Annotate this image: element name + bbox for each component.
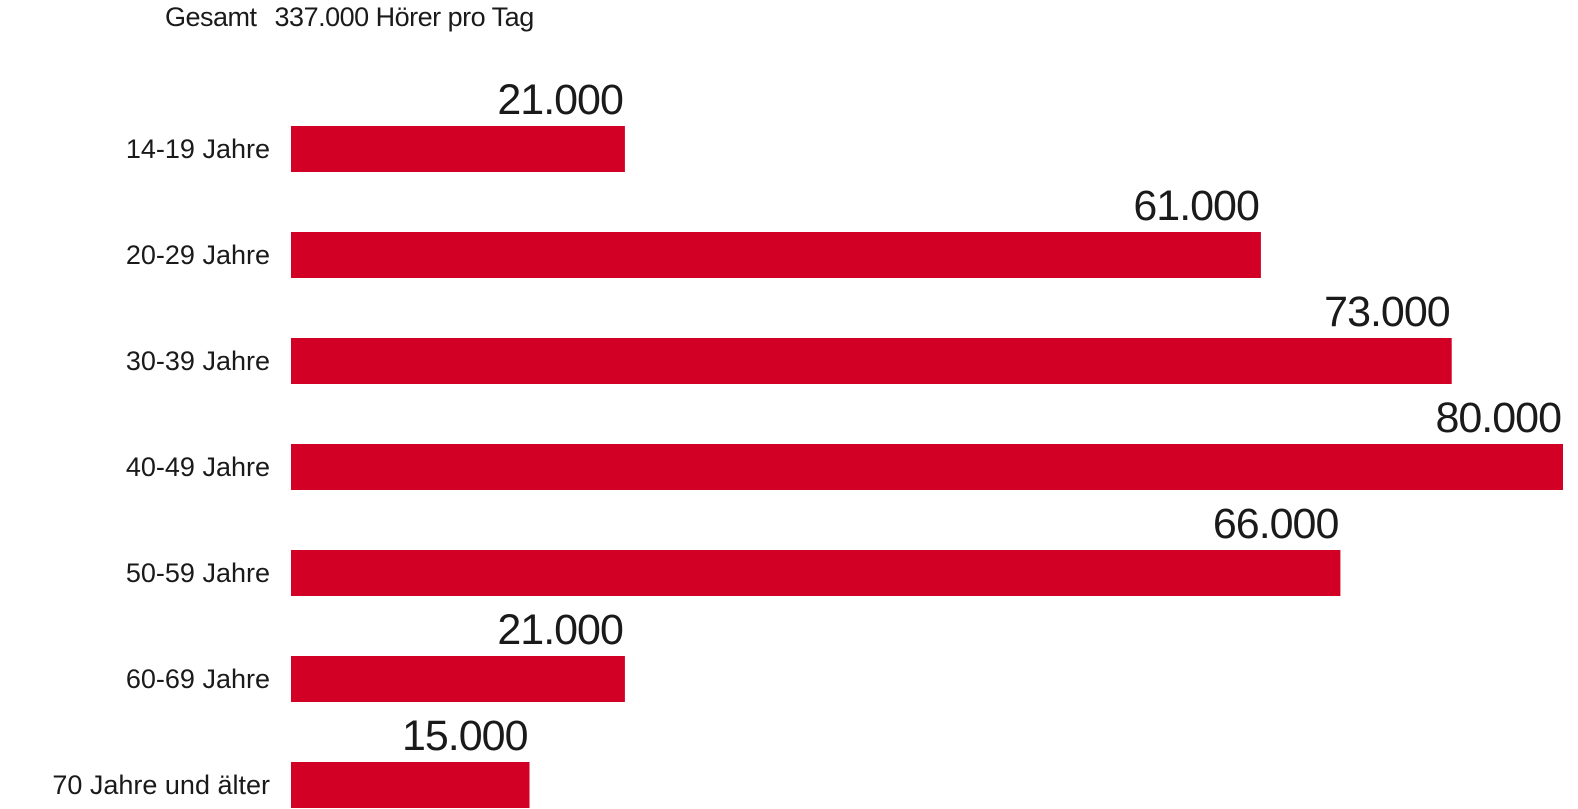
total-label: Gesamt <box>165 2 257 32</box>
category-label-4: 50-59 Jahre <box>126 558 270 588</box>
total-value: 337.000 Hörer pro Tag <box>274 2 535 32</box>
value-label-1: 61.000 <box>1133 182 1259 230</box>
bar-5 <box>291 656 625 702</box>
bar-0 <box>291 126 625 172</box>
category-label-6: 70 Jahre und älter <box>52 770 270 800</box>
category-label-0: 14-19 Jahre <box>126 134 270 164</box>
value-label-6: 15.000 <box>402 712 528 760</box>
bar-2 <box>291 338 1452 384</box>
bar-3 <box>291 444 1563 490</box>
value-label-3: 80.000 <box>1435 394 1561 442</box>
category-label-5: 60-69 Jahre <box>126 664 270 694</box>
category-label-1: 20-29 Jahre <box>126 240 270 270</box>
category-label-3: 40-49 Jahre <box>126 452 270 482</box>
chart-header: Gesamt 337.000 Hörer pro Tag <box>165 2 534 33</box>
value-label-4: 66.000 <box>1213 500 1339 548</box>
value-label-5: 21.000 <box>497 606 623 654</box>
value-label-2: 73.000 <box>1324 288 1450 336</box>
bar-1 <box>291 232 1261 278</box>
bar-6 <box>291 762 530 808</box>
value-label-0: 21.000 <box>497 76 623 124</box>
category-label-2: 30-39 Jahre <box>126 346 270 376</box>
bar-4 <box>291 550 1341 596</box>
